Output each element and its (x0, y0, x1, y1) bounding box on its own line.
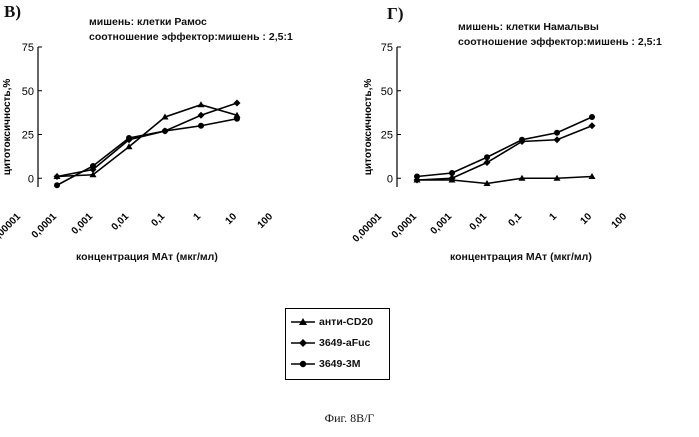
panel-b-caption-target: мишень: клетки Рамос (89, 15, 293, 30)
y-tick-label: 75 (22, 42, 34, 54)
series-line-circle (417, 117, 592, 177)
x-tick-label: 10 (223, 211, 239, 227)
data-point-circle (554, 130, 560, 136)
y-tick-label: 50 (22, 86, 34, 98)
y-axis-title: цитотоксичность,% (363, 79, 374, 176)
data-point-circle (414, 174, 420, 180)
data-point-circle (198, 123, 204, 129)
data-point-circle (162, 128, 168, 134)
y-tick-label: 25 (381, 130, 393, 142)
legend-label: 3649-aFuc (319, 337, 370, 349)
panel-letter-b: В) (4, 2, 21, 22)
data-point-diamond (589, 122, 596, 129)
legend-label: 3649-3M (319, 358, 360, 370)
series-line-triangle (417, 177, 592, 184)
x-tick-label: 0,01 (468, 211, 490, 233)
legend-item-anti-cd20: анти-CD20 (290, 314, 373, 330)
panel-g-caption-target: мишень: клетки Намальвы (458, 20, 662, 35)
data-point-circle (126, 135, 132, 141)
y-tick-label: 25 (22, 130, 34, 142)
x-tick-label: 0,00001 (351, 211, 385, 245)
data-point-circle (449, 170, 455, 176)
x-tick-label: 0,0001 (390, 211, 420, 241)
x-tick-label: 0,0001 (30, 211, 60, 241)
chart-panel-g: 0255075цитотоксичность,%0,000010,00010,0… (362, 35, 682, 235)
data-point-circle (484, 154, 490, 160)
y-tick-label: 50 (381, 86, 393, 98)
x-tick-label: 1 (191, 211, 203, 223)
y-axis-title: цитотоксичность,% (2, 79, 13, 176)
figure-caption: Фиг. 8В/Г (0, 411, 699, 426)
series-line-diamond (57, 103, 237, 177)
panel-b-x-axis-label: концентрация МАт (мкг/мл) (76, 251, 218, 263)
legend: анти-CD20 3649-aFuc 3649-3M (285, 308, 390, 380)
x-tick-label: 0,01 (110, 211, 132, 233)
chart-panel-b: 0255075цитотоксичность,%0,000010,00010,0… (0, 35, 300, 235)
x-tick-label: 1 (547, 211, 559, 223)
x-tick-label: 0,00001 (0, 211, 23, 245)
data-point-circle (234, 116, 240, 122)
data-point-circle (589, 114, 595, 120)
legend-label: анти-CD20 (319, 316, 373, 328)
data-point-circle (90, 163, 96, 169)
data-point-circle (519, 137, 525, 143)
legend-item-3649-3m: 3649-3M (290, 356, 360, 372)
x-tick-label: 10 (578, 211, 594, 227)
x-tick-label: 100 (256, 211, 276, 231)
legend-triangle-marker-icon (290, 317, 316, 327)
x-tick-label: 0,001 (70, 211, 96, 237)
series-line-diamond (417, 126, 592, 180)
y-tick-label: 0 (28, 173, 34, 185)
x-tick-label: 100 (610, 211, 630, 231)
y-tick-label: 0 (387, 173, 393, 185)
panel-g-x-axis-label: концентрация МАт (мкг/мл) (450, 251, 592, 263)
legend-item-3649-afuc: 3649-aFuc (290, 335, 370, 351)
x-tick-label: 0,1 (507, 211, 525, 229)
data-point-diamond (234, 100, 241, 107)
data-point-diamond (554, 136, 561, 143)
series-line-triangle (57, 105, 237, 177)
x-tick-label: 0,001 (429, 211, 455, 237)
data-point-circle (54, 182, 60, 188)
x-tick-label: 0,1 (150, 211, 168, 229)
panel-letter-g: Г) (387, 4, 403, 24)
data-point-triangle (198, 101, 205, 107)
legend-circle-marker-icon (290, 359, 316, 369)
legend-diamond-marker-icon (290, 338, 316, 348)
y-tick-label: 75 (381, 42, 393, 54)
data-point-diamond (198, 112, 205, 119)
